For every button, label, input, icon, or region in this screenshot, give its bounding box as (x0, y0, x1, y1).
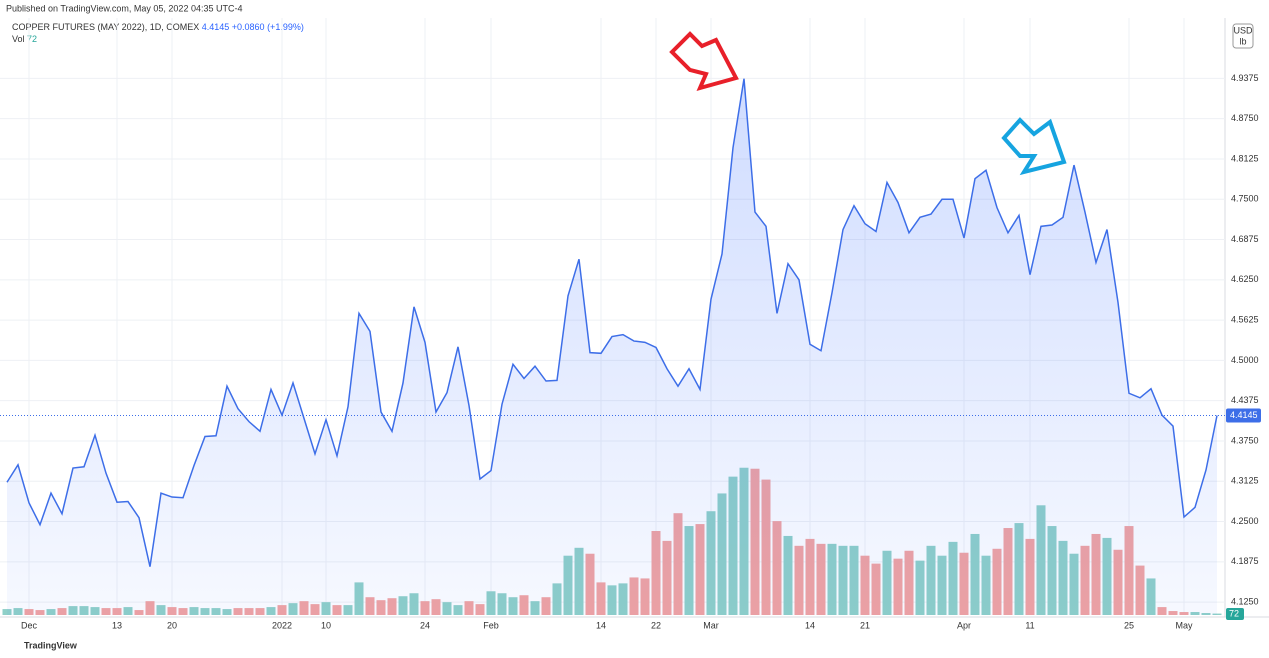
x-tick-label: 14 (805, 620, 815, 630)
header: COPPER FUTURES (MAY 2022), 1D, COMEX 4.4… (12, 22, 304, 32)
x-tick-label: Mar (703, 620, 719, 630)
y-tick-label: 4.6250 (1231, 274, 1259, 284)
red-arrow (669, 31, 739, 92)
y-tick-label: 4.1875 (1231, 556, 1259, 566)
x-tick-label: 21 (860, 620, 870, 630)
last-volume-label: 72 (1229, 608, 1239, 618)
y-tick-label: 4.5000 (1231, 355, 1259, 365)
x-tick-label: Apr (957, 620, 971, 630)
x-tick-label: 2022 (272, 620, 292, 630)
x-tick-label: 20 (167, 620, 177, 630)
unit: lb (1239, 36, 1246, 46)
price-line (6, 78, 1218, 567)
last-volume-box (1226, 608, 1244, 620)
x-tick-label: 11 (1025, 620, 1034, 630)
y-tick-label: 4.2500 (1231, 516, 1259, 526)
currency: USD (1233, 25, 1253, 35)
y-tick-label: 4.3750 (1231, 435, 1259, 445)
last-price-label: 4.4145 (1230, 410, 1258, 420)
x-tick-label: Feb (483, 620, 499, 630)
x-tick-label: 14 (596, 620, 606, 630)
chart-title: COPPER FUTURES (MAY 2022), 1D, COMEX (12, 22, 199, 32)
y-tick-label: 4.6875 (1231, 234, 1259, 244)
y-tick-label: 4.3125 (1231, 476, 1259, 486)
y-tick-label: 4.7500 (1231, 194, 1259, 204)
y-tick-label: 4.4375 (1231, 395, 1259, 405)
blue-arrow (1001, 117, 1067, 176)
price-change: +0.0860 (+1.99%) (232, 22, 304, 32)
y-tick-label: 4.1250 (1231, 596, 1259, 606)
published-note: Published on TradingView.com, May 05, 20… (6, 3, 242, 13)
volume-header: Vol 72 (12, 34, 37, 44)
price-area (7, 78, 1217, 615)
x-tick-label: Dec (21, 620, 38, 630)
footer-logo: TradingView (24, 640, 78, 650)
last-price: 4.4145 (202, 22, 230, 32)
volume-name: Vol (12, 34, 25, 44)
y-tick-label: 4.5625 (1231, 314, 1259, 324)
y-tick-label: 4.9375 (1231, 73, 1259, 83)
y-tick-label: 4.8750 (1231, 113, 1259, 123)
last-price-box (1226, 408, 1261, 423)
unit-box[interactable] (1232, 23, 1254, 49)
x-tick-label: May (1175, 620, 1193, 630)
plot: 4.1250 4.1875 4.2500 4.3125 4.3750 4.4375 4.50… (0, 18, 1259, 630)
x-tick-label: 24 (420, 620, 430, 630)
x-tick-label: 25 (1124, 620, 1134, 630)
x-tick-label: 22 (651, 620, 661, 630)
volume-last: 72 (27, 34, 37, 44)
y-tick-label: 4.8125 (1231, 153, 1259, 163)
x-tick-label: 13 (112, 620, 122, 630)
x-tick-label: 10 (321, 620, 331, 630)
